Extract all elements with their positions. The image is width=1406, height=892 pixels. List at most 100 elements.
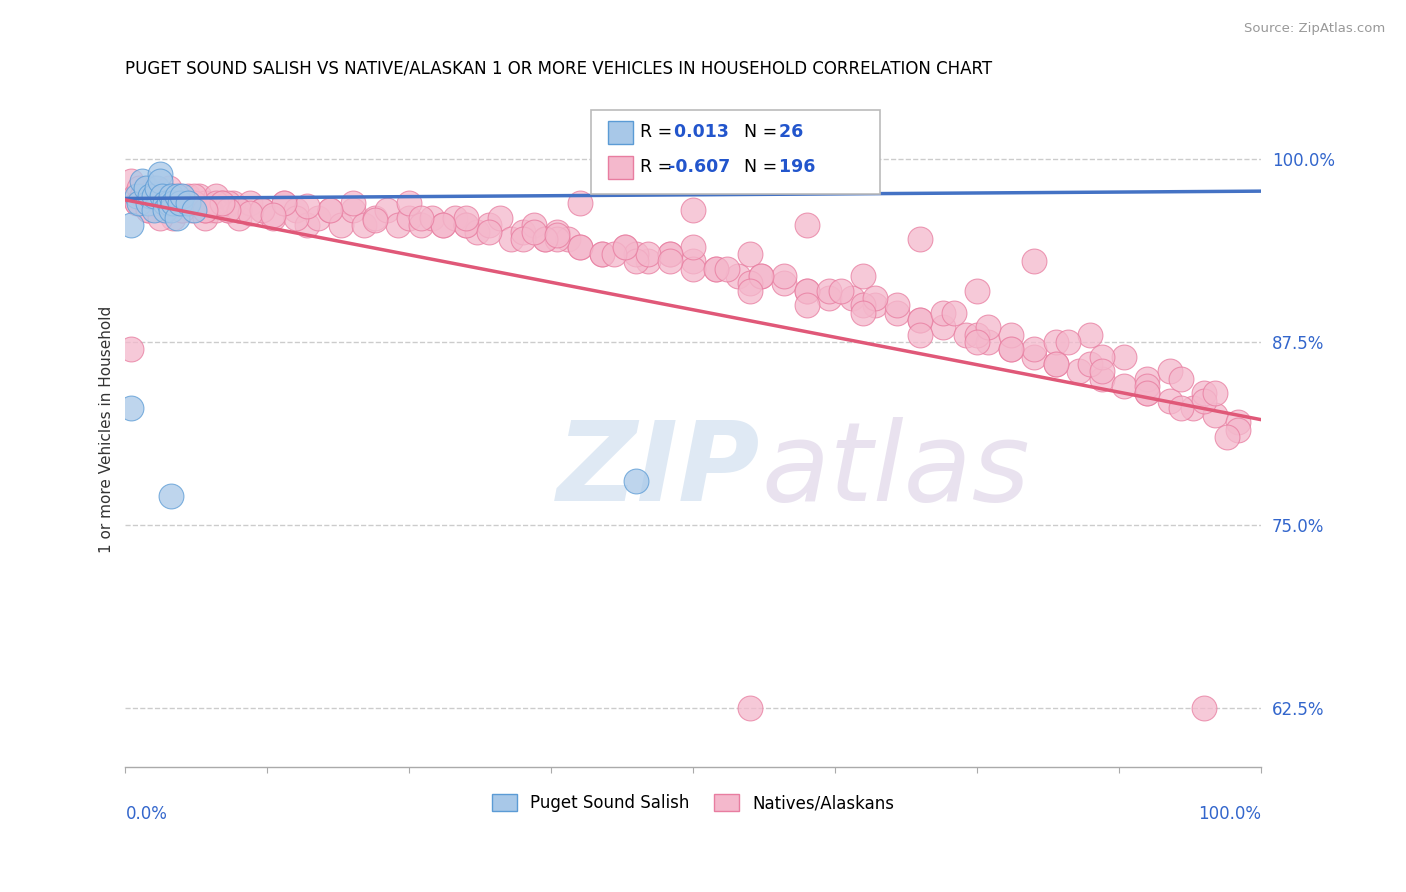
Point <box>749 268 772 283</box>
Point <box>1136 386 1159 401</box>
Point <box>295 218 318 232</box>
Point <box>120 343 142 357</box>
Point <box>534 232 557 246</box>
Point <box>166 188 188 202</box>
Point <box>1000 343 1022 357</box>
Point <box>135 181 157 195</box>
Point <box>205 203 228 218</box>
Point <box>177 188 200 202</box>
Point <box>420 211 443 225</box>
Point <box>568 240 591 254</box>
Point <box>602 247 624 261</box>
Point <box>375 203 398 218</box>
Point <box>886 298 908 312</box>
Point <box>796 218 818 232</box>
Point <box>943 306 966 320</box>
Point <box>852 306 875 320</box>
Point <box>478 218 501 232</box>
Point <box>1114 350 1136 364</box>
Point <box>183 188 205 202</box>
Point <box>796 298 818 312</box>
Point <box>250 203 273 218</box>
Point <box>659 247 682 261</box>
Point <box>546 232 568 246</box>
Point <box>932 320 955 334</box>
Point <box>183 195 205 210</box>
Point <box>1114 379 1136 393</box>
Point <box>432 218 454 232</box>
Point <box>150 203 173 218</box>
Point <box>153 195 176 210</box>
Point <box>1192 393 1215 408</box>
Point <box>1091 350 1114 364</box>
Point <box>454 218 477 232</box>
Point <box>818 284 841 298</box>
Point <box>955 327 977 342</box>
Point <box>659 254 682 268</box>
Point <box>773 277 796 291</box>
Point <box>682 254 704 268</box>
Point <box>626 247 648 261</box>
Point <box>637 254 659 268</box>
Point <box>160 489 183 503</box>
Point <box>478 225 501 239</box>
Point <box>738 247 761 261</box>
Point <box>125 188 148 202</box>
Point <box>966 284 988 298</box>
Point <box>250 203 273 218</box>
Point <box>142 195 165 210</box>
Point <box>200 203 222 218</box>
Point <box>1159 393 1181 408</box>
Point <box>228 203 250 218</box>
Point <box>591 247 613 261</box>
Point <box>738 701 761 715</box>
Point <box>841 291 863 305</box>
Text: Source: ZipAtlas.com: Source: ZipAtlas.com <box>1244 22 1385 36</box>
Text: 196: 196 <box>772 158 815 176</box>
Point <box>177 195 200 210</box>
Point <box>169 188 191 202</box>
Point <box>211 195 233 210</box>
Text: N =: N = <box>744 123 778 141</box>
Point <box>120 401 142 415</box>
Point <box>1181 401 1204 415</box>
Point <box>120 174 142 188</box>
Point <box>568 195 591 210</box>
Point <box>364 213 387 227</box>
Point <box>307 211 329 225</box>
Point <box>136 203 159 218</box>
Point <box>211 195 233 210</box>
Point <box>142 188 165 202</box>
Point <box>1215 430 1237 444</box>
Point <box>546 225 568 239</box>
Point <box>160 203 183 218</box>
Point <box>124 188 146 202</box>
Point <box>273 195 295 210</box>
Text: 26: 26 <box>772 123 803 141</box>
Text: R =: R = <box>640 123 672 141</box>
Point <box>262 208 284 222</box>
Point <box>148 211 170 225</box>
Point <box>682 240 704 254</box>
Point <box>150 188 173 202</box>
Text: PUGET SOUND SALISH VS NATIVE/ALASKAN 1 OR MORE VEHICLES IN HOUSEHOLD CORRELATION: PUGET SOUND SALISH VS NATIVE/ALASKAN 1 O… <box>125 60 993 78</box>
Point <box>136 203 159 218</box>
Point <box>908 232 931 246</box>
Point <box>146 181 169 195</box>
Point <box>796 284 818 298</box>
Point <box>135 195 157 210</box>
Point <box>1136 371 1159 385</box>
Point <box>1204 408 1226 422</box>
Text: N =: N = <box>744 158 778 176</box>
Point <box>626 254 648 268</box>
Point <box>1170 401 1192 415</box>
Point <box>546 228 568 243</box>
Point <box>852 268 875 283</box>
Point <box>738 284 761 298</box>
Point <box>512 225 534 239</box>
Bar <box>607 156 633 178</box>
Bar <box>607 121 633 144</box>
Point <box>1000 327 1022 342</box>
Point <box>387 218 409 232</box>
Point <box>188 188 211 202</box>
